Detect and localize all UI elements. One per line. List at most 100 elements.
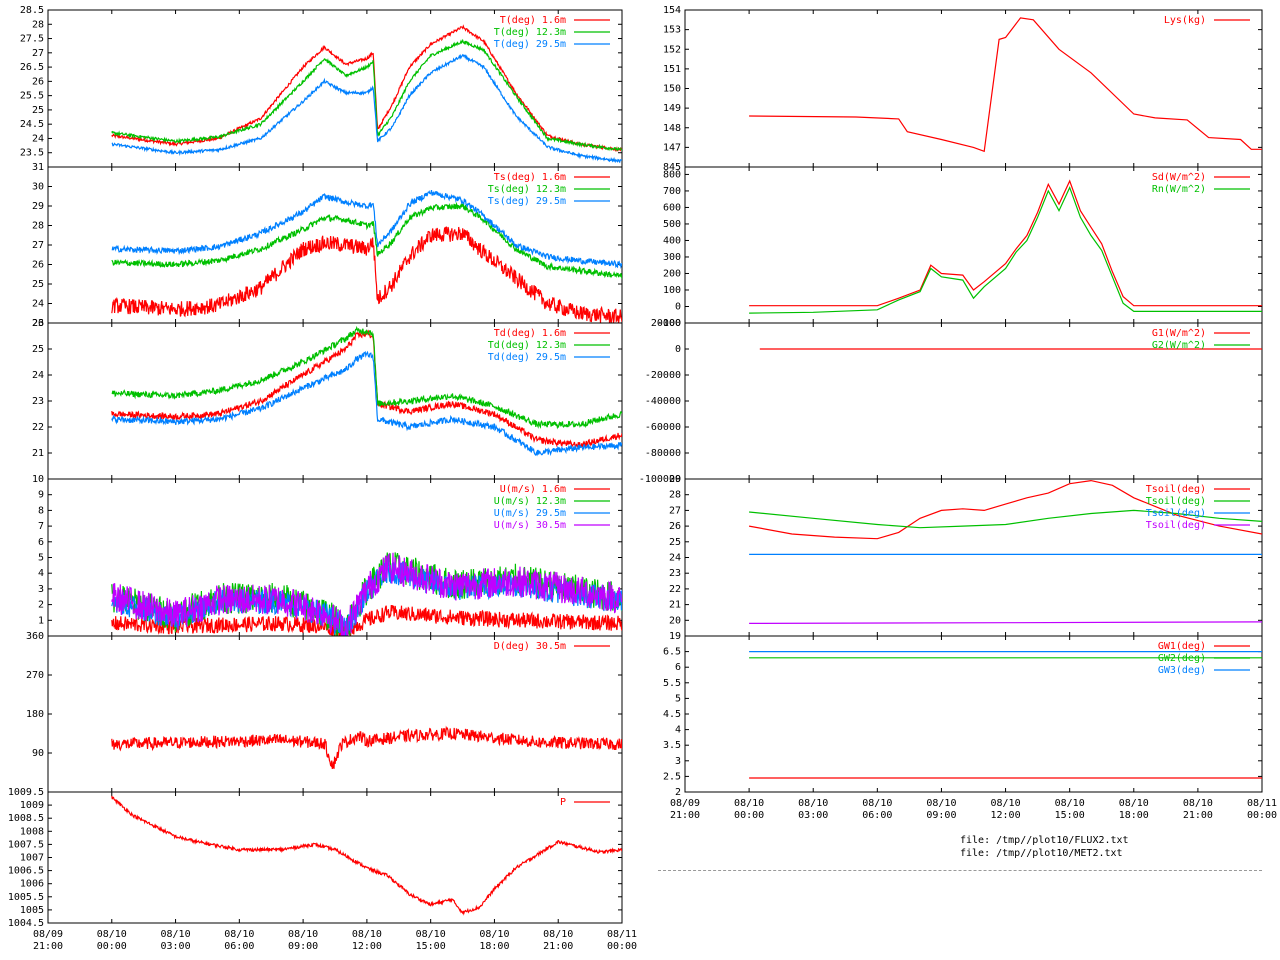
series-line-t-deg-29-5m [111,53,622,164]
panel-r5: 22.533.544.555.566.508/0921:0008/1000:00… [663,635,1277,821]
y-tick-label: 23 [32,318,44,329]
series-line-tsoil-deg [749,621,1262,624]
y-tick-label: 26 [32,76,44,87]
y-tick-label: -60000 [645,422,681,433]
y-tick-label: 10 [32,474,44,485]
legend-label: Tsoil(deg) [1146,484,1206,495]
legend-label: Ts(deg) 29.5m [488,196,566,207]
y-tick-label: 27 [32,240,44,251]
y-tick-label: 24 [669,553,681,564]
series-line-u-m-s-30-5m [111,552,622,636]
x-tick-label-date: 08/10 [224,929,254,940]
panel-r4: 1920212223242526272829Tsoil(deg)Tsoil(de… [669,474,1263,642]
y-tick-label: 20000 [651,318,681,329]
x-tick-label-date: 08/09 [33,929,63,940]
y-tick-label: 90 [32,748,44,759]
y-tick-label: 500 [663,219,681,230]
legend-label: GW3(deg) [1158,665,1206,676]
y-tick-label: 3 [675,756,681,767]
series-line-tsoil-deg [749,509,1262,529]
series-line-ts-deg-12-3m [111,201,622,279]
panel-l1: 23.5 24 24.5 25 25.5 26 26.5 27 27.5 28 28.5 T(deg)… [20,5,623,168]
legend-label: GW2(deg) [1158,653,1206,664]
x-tick-label-time: 06:00 [224,941,254,952]
legend-label: Tsoil(deg) [1146,520,1206,531]
y-tick-label: 24 [32,299,44,310]
y-tick-label: 26 [32,318,44,329]
y-tick-label: 5.5 [663,678,681,689]
y-tick-label: 23 [32,396,44,407]
y-tick-label: 7 [38,521,44,532]
y-tick-label: 28 [32,221,44,232]
y-tick-label: 2.5 [663,771,681,782]
x-tick-label-time: 09:00 [926,810,956,821]
y-tick-label: 23.5 [20,148,44,159]
legend-label: Lys(kg) [1164,15,1206,26]
y-tick-label: 1007 [20,853,44,864]
legend-label: U(m/s) 12.3m [494,496,566,507]
y-tick-label: 1005.5 [8,892,44,903]
y-tick-label: 270 [26,670,44,681]
series-line-td-deg-29-5m [111,350,622,457]
y-tick-label: -80000 [645,448,681,459]
x-tick-label-date: 08/09 [670,798,700,809]
y-tick-label: 5 [38,553,44,564]
y-tick-label: 3.5 [663,740,681,751]
y-tick-label: 1006 [20,879,44,890]
legend-label: Sd(W/m^2) [1152,172,1206,183]
y-tick-label: 4 [38,568,44,579]
x-tick-label-time: 21:00 [33,941,63,952]
y-tick-label: 1007.5 [8,839,44,850]
y-tick-label: -100 [657,318,681,329]
x-tick-label-time: 12:00 [352,941,382,952]
x-tick-label-time: 21:00 [1183,810,1213,821]
x-tick-label-time: 15:00 [416,941,446,952]
y-tick-label: 1 [38,615,44,626]
y-tick-label: 9 [38,490,44,501]
series-line-rn-w-m-2 [749,186,1262,314]
y-tick-label: 153 [663,25,681,36]
x-tick-label-time: 03:00 [161,941,191,952]
y-tick-label: 360 [26,631,44,642]
y-tick-label: 27 [669,505,681,516]
x-tick-label-date: 08/10 [97,929,127,940]
x-tick-label-time: 00:00 [734,810,764,821]
y-tick-label: 1008.5 [8,813,44,824]
y-tick-label: 28 [669,490,681,501]
series-line-p [111,795,622,916]
legend-label: D(deg) 30.5m [494,641,566,652]
y-tick-label: 800 [663,169,681,180]
series-line-ts-deg-1-6m [111,226,622,323]
y-tick-label: 1004.5 [8,918,44,929]
x-tick-label-time: 21:00 [670,810,700,821]
panel-r3: -100000 -80000 -60000 -40000 -20000 0 20000 G1(… [639,318,1263,485]
y-tick-label: 25 [32,279,44,290]
y-tick-label: 700 [663,186,681,197]
legend-label: Ts(deg) 1.6m [494,172,566,183]
legend-label: P [560,797,566,808]
y-tick-label: 27 [32,48,44,59]
x-tick-label-date: 08/10 [1183,798,1213,809]
y-tick-label: 24 [32,370,44,381]
y-tick-label: 2 [38,600,44,611]
y-tick-label: 23 [669,568,681,579]
legend-label: Tsoil(deg) [1146,508,1206,519]
y-tick-label: 152 [663,44,681,55]
file-label-flux: file: /tmp//plot10/FLUX2.txt [960,835,1129,846]
y-tick-label: 147 [663,142,681,153]
y-tick-label: 25 [32,344,44,355]
y-tick-label: 29 [32,201,44,212]
panel-r1: 147 148 149 150 151 152 153 154 Lys(kg) [663,5,1263,168]
legend-label: Td(deg) 12.3m [488,340,566,351]
y-tick-label: 150 [663,84,681,95]
x-tick-label-date: 08/10 [161,929,191,940]
separator-line [658,870,1262,871]
legend-label: GW1(deg) [1158,641,1206,652]
x-tick-label-date: 08/10 [1055,798,1085,809]
y-tick-label: 19 [669,631,681,642]
y-tick-label: 149 [663,103,681,114]
y-tick-label: 26 [32,260,44,271]
